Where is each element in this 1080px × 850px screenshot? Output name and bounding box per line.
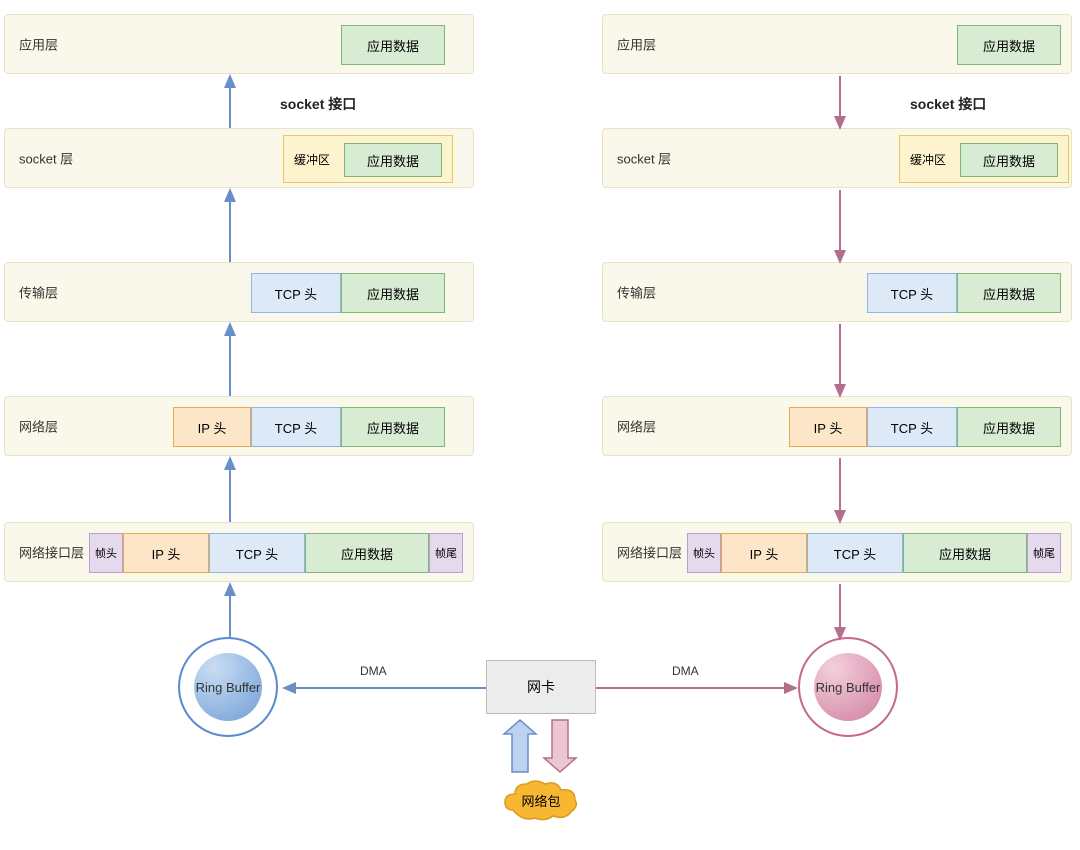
layer-label: socket 层 — [617, 149, 671, 168]
seg-app-data: 应用数据 — [341, 25, 445, 65]
seg-buffer: 缓冲区 应用数据 — [899, 135, 1069, 183]
seg-app-data: 应用数据 — [903, 533, 1027, 573]
seg-buffer: 缓冲区 应用数据 — [283, 135, 453, 183]
layer-label: 应用层 — [19, 35, 58, 54]
seg-frame-head: 帧头 — [89, 533, 123, 573]
seg-frame-head: 帧头 — [687, 533, 721, 573]
layer-label: 网络层 — [617, 417, 656, 436]
nic-box: 网卡 — [486, 660, 596, 714]
dma-label-right: DMA — [672, 664, 699, 678]
seg-tcp-head: TCP 头 — [209, 533, 305, 573]
seg-tcp-head: TCP 头 — [251, 407, 341, 447]
network-packet-cloud: 网络包 — [501, 776, 581, 824]
right-app-layer: 应用层 应用数据 — [602, 14, 1072, 74]
seg-tcp-head: TCP 头 — [807, 533, 903, 573]
socket-interface-label-left: socket 接口 — [280, 94, 356, 114]
left-socket-layer: socket 层 缓冲区 应用数据 — [4, 128, 474, 188]
layer-label: 传输层 — [19, 283, 58, 302]
seg-app-data: 应用数据 — [305, 533, 429, 573]
seg-ip-head: IP 头 — [789, 407, 867, 447]
layer-label: socket 层 — [19, 149, 73, 168]
layer-label: 网络层 — [19, 417, 58, 436]
ring-buffer-left: Ring Buffer — [178, 637, 278, 737]
seg-frame-tail: 帧尾 — [1027, 533, 1061, 573]
seg-tcp-head: TCP 头 — [867, 273, 957, 313]
right-socket-layer: socket 层 缓冲区 应用数据 — [602, 128, 1072, 188]
left-niclayer: 网络接口层 帧头 IP 头 TCP 头 应用数据 帧尾 — [4, 522, 474, 582]
seg-ip-head: IP 头 — [721, 533, 807, 573]
seg-app-data: 应用数据 — [341, 407, 445, 447]
left-app-layer: 应用层 应用数据 — [4, 14, 474, 74]
left-network-layer: 网络层 IP 头 TCP 头 应用数据 — [4, 396, 474, 456]
seg-frame-tail: 帧尾 — [429, 533, 463, 573]
seg-app-data: 应用数据 — [344, 143, 442, 177]
left-transport-layer: 传输层 TCP 头 应用数据 — [4, 262, 474, 322]
right-network-layer: 网络层 IP 头 TCP 头 应用数据 — [602, 396, 1072, 456]
seg-app-data: 应用数据 — [341, 273, 445, 313]
layer-label: 网络接口层 — [617, 543, 682, 562]
layer-label: 网络接口层 — [19, 543, 84, 562]
layer-label: 应用层 — [617, 35, 656, 54]
seg-app-data: 应用数据 — [957, 25, 1061, 65]
seg-app-data: 应用数据 — [960, 143, 1058, 177]
seg-app-data: 应用数据 — [957, 273, 1061, 313]
layer-label: 传输层 — [617, 283, 656, 302]
right-transport-layer: 传输层 TCP 头 应用数据 — [602, 262, 1072, 322]
seg-ip-head: IP 头 — [173, 407, 251, 447]
seg-app-data: 应用数据 — [957, 407, 1061, 447]
seg-tcp-head: TCP 头 — [867, 407, 957, 447]
right-niclayer: 网络接口层 帧头 IP 头 TCP 头 应用数据 帧尾 — [602, 522, 1072, 582]
ring-buffer-right: Ring Buffer — [798, 637, 898, 737]
seg-ip-head: IP 头 — [123, 533, 209, 573]
socket-interface-label-right: socket 接口 — [910, 94, 986, 114]
dma-label-left: DMA — [360, 664, 387, 678]
seg-tcp-head: TCP 头 — [251, 273, 341, 313]
